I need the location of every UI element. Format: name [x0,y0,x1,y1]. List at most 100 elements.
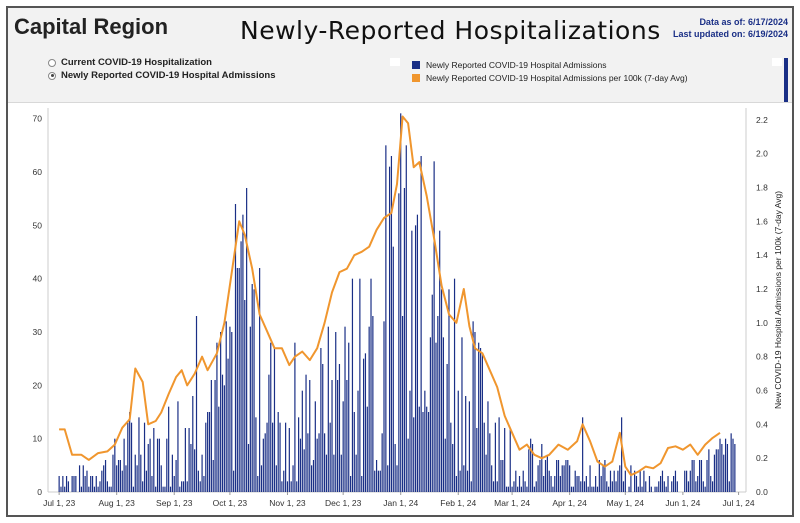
bar [67,481,70,492]
y-right-tick-label: 2.2 [756,115,768,125]
bar [479,348,482,492]
bar [713,454,716,492]
bar [583,481,586,492]
bar [708,449,710,492]
bar [598,460,600,492]
bar [277,412,279,492]
bar [595,476,597,492]
bar [71,476,73,492]
y-right-tick-label: 1.0 [756,318,768,328]
bar [136,465,138,492]
bar [600,476,602,492]
legend-item-line[interactable]: Newly Reported COVID-19 Hospital Admissi… [412,71,688,84]
bar [530,438,532,492]
legend-label: Newly Reported COVID-19 Hospital Admissi… [426,72,688,83]
radio-option-current[interactable]: Current COVID-19 Hospitalization [48,56,276,69]
bar [569,465,571,492]
legend-scrollbar[interactable] [784,58,788,102]
bar [99,481,101,492]
x-tick-label: Jun 1, 24 [665,498,700,508]
bar [162,486,164,492]
y-right-tick-label: 0.0 [756,487,768,497]
bar [342,401,344,492]
bar [119,460,121,492]
bar [73,476,75,492]
y-left-tick-label: 70 [33,114,43,124]
bar [489,433,491,492]
bar [294,342,296,492]
bar [465,396,467,492]
bar [439,230,441,492]
bar [580,481,582,492]
avg-line [59,115,721,477]
bar [138,417,140,492]
bar [724,438,727,492]
bar [194,449,196,492]
bar [634,470,636,492]
bar [104,460,107,492]
radio-button[interactable] [48,58,56,67]
x-tick-label: Dec 1, 23 [325,498,362,508]
bar [602,465,604,492]
bar [197,470,199,492]
bar [628,486,630,492]
bar [498,417,500,492]
bar [279,422,281,492]
bar [264,433,266,492]
bar [375,460,378,492]
bar [715,449,717,492]
x-tick-label: May 1, 24 [607,498,645,508]
bar [455,476,458,492]
bar [537,465,539,492]
bar [556,460,558,492]
bar [311,465,313,492]
bar [470,481,472,492]
bar [541,444,543,492]
bar [338,364,341,492]
bar [403,188,406,492]
bar [348,342,350,492]
bar [84,476,86,492]
bar [528,449,530,492]
bar [262,438,264,492]
bar [596,486,599,492]
bar [195,316,198,492]
bar [719,438,721,492]
bar [192,396,194,492]
bar [650,486,652,492]
bar [290,481,292,492]
bar [398,193,400,493]
y-right-tick-label: 0.2 [756,453,768,463]
x-tick-label: Aug 1, 23 [98,498,135,508]
bar [379,470,381,492]
bar [385,145,387,493]
bar [416,214,419,492]
bar [151,476,153,492]
bar [522,470,524,492]
bar [140,454,142,492]
bar [557,460,560,492]
bar [520,486,522,492]
bar [645,481,647,492]
bar [64,486,66,492]
bar [227,358,229,492]
bar [171,454,173,492]
radio-option-admissions[interactable]: Newly Reported COVID-19 Hospital Admissi… [48,69,276,82]
bar [463,465,465,492]
bar [608,486,610,492]
bar [260,465,263,492]
bar [288,428,290,492]
bar [431,294,433,492]
bar [220,332,222,492]
y-right-tick-label: 0.8 [756,352,768,362]
bar [396,465,398,492]
bar [559,476,561,492]
bar [93,486,96,492]
bar [188,428,190,492]
bar [717,449,719,492]
radio-button-selected[interactable] [48,71,56,80]
bar [225,321,227,492]
bar [440,289,443,492]
bar [405,145,407,493]
legend-item-bars[interactable]: Newly Reported COVID-19 Hospital Admissi… [412,58,688,71]
